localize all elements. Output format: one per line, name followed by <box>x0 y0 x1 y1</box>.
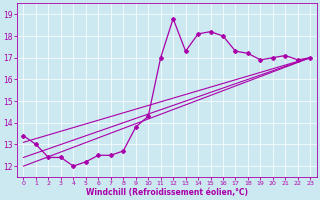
X-axis label: Windchill (Refroidissement éolien,°C): Windchill (Refroidissement éolien,°C) <box>86 188 248 197</box>
